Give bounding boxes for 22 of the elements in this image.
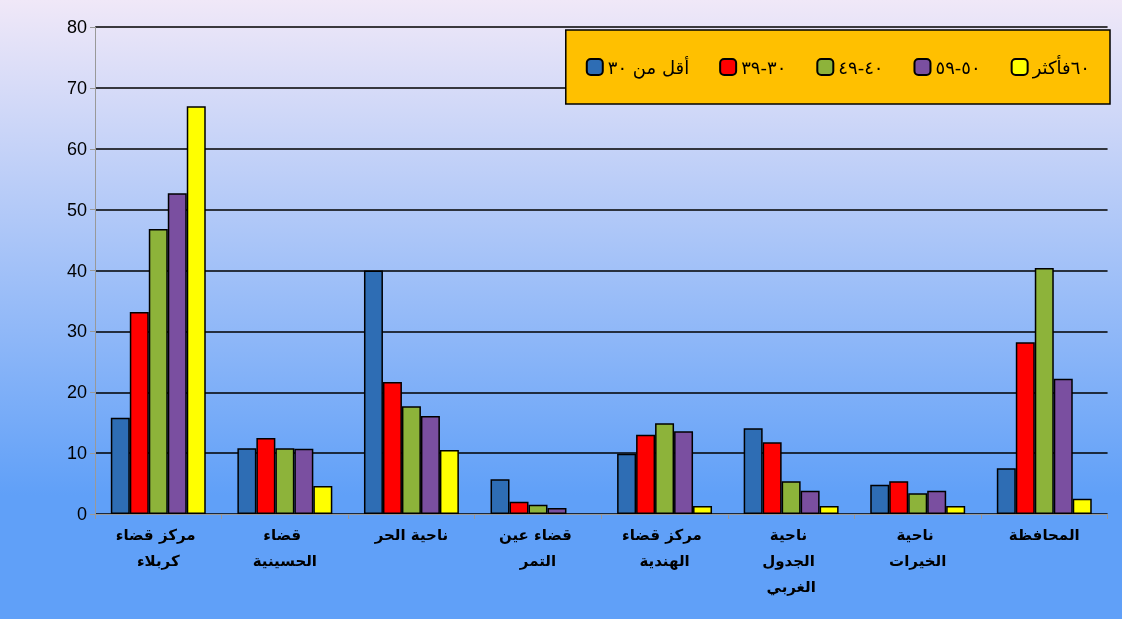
- x-tick-label: مركز قضاء كربلاء: [115, 526, 201, 570]
- legend-label: ٣٠-٣٩: [741, 56, 787, 78]
- x-tick-label: مركز قضاء الهندية: [622, 526, 708, 570]
- x-tick-label: المحافظة: [1008, 526, 1080, 544]
- y-tick-label: 60: [66, 138, 87, 159]
- y-tick-label: 50: [66, 199, 87, 220]
- legend-label: ٥٠-٥٩: [935, 56, 981, 78]
- y-tick-label: 40: [66, 260, 87, 281]
- x-tick-label: ناحية الحر: [373, 526, 449, 544]
- y-tick-label: 70: [66, 77, 87, 98]
- y-tick-label: 0: [76, 504, 87, 524]
- x-tick-label: ناحية الجدول الغربي: [762, 526, 821, 596]
- y-tick-label: 20: [66, 382, 87, 403]
- y-tick-label: 10: [66, 443, 87, 464]
- legend-label: أقل من ٣٠: [607, 55, 690, 79]
- y-tick-label: 80: [66, 17, 87, 37]
- legend-label: ٦٠فأكثر: [1031, 54, 1091, 79]
- legend-label: ٤٠-٤٩: [838, 56, 884, 78]
- x-tick-label: قضاء عين التمر: [498, 526, 578, 570]
- y-tick-label: 30: [66, 321, 87, 342]
- x-tick-label: قضاء الحسينية: [252, 526, 318, 570]
- x-tick-label: ناحية الخيرات: [889, 526, 947, 570]
